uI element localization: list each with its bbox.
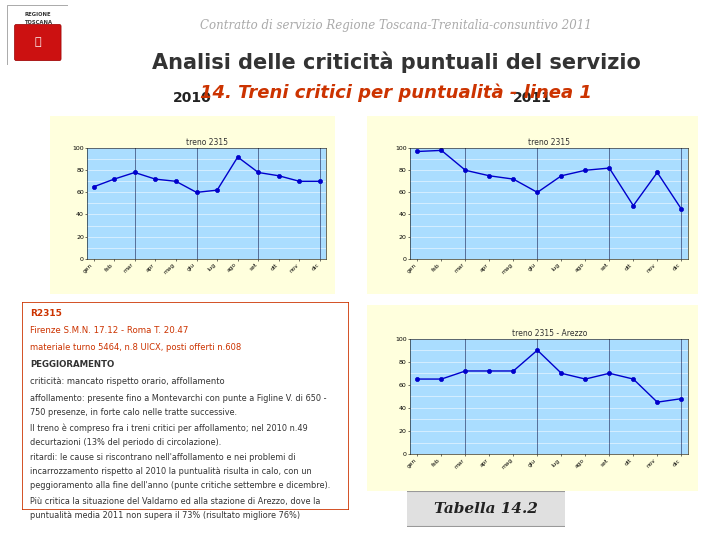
Text: Tabella 14.2: Tabella 14.2 [434,502,538,516]
Text: 2010: 2010 [174,91,212,105]
Text: Firenze S.M.N. 17.12 - Roma T. 20.47: Firenze S.M.N. 17.12 - Roma T. 20.47 [30,326,188,335]
Text: decurtazioni (13% del periodo di circolazione).: decurtazioni (13% del periodo di circola… [30,437,221,447]
Text: peggioramento alla fine dell'anno (punte critiche settembre e dicembre).: peggioramento alla fine dell'anno (punte… [30,481,330,490]
Text: affollamento: presente fino a Montevarchi con punte a Figline V. di 650 -: affollamento: presente fino a Montevarch… [30,394,326,403]
FancyBboxPatch shape [7,5,68,65]
Title: treno 2315: treno 2315 [528,138,570,147]
Text: R2315: R2315 [30,309,62,318]
Text: 14. Treni critici per puntualità - linea 1: 14. Treni critici per puntualità - linea… [200,84,592,102]
Text: puntualità media 2011 non supera il 73% (risultato migliore 76%): puntualità media 2011 non supera il 73% … [30,511,300,520]
Text: REGIONE: REGIONE [24,12,51,17]
Text: Il treno è compreso fra i treni critici per affollamento; nel 2010 n.49: Il treno è compreso fra i treni critici … [30,423,307,433]
Text: 2011: 2011 [513,91,552,105]
Text: 🐴: 🐴 [35,37,41,47]
Text: criticità: mancato rispetto orario, affollamento: criticità: mancato rispetto orario, affo… [30,377,225,386]
FancyBboxPatch shape [14,24,61,60]
Text: Contratto di servizio Regione Toscana-Trenitalia-consuntivo 2011: Contratto di servizio Regione Toscana-Tr… [200,19,592,32]
FancyBboxPatch shape [361,112,705,298]
FancyBboxPatch shape [45,112,341,298]
Text: 750 presenze, in forte calo nelle tratte successive.: 750 presenze, in forte calo nelle tratte… [30,408,237,417]
Title: treno 2315: treno 2315 [186,138,228,147]
Text: ritardi: le cause si riscontrano nell'affollamento e nei problemi di: ritardi: le cause si riscontrano nell'af… [30,453,295,462]
Text: Analisi delle criticità puntuali del servizio: Analisi delle criticità puntuali del ser… [152,51,640,73]
FancyBboxPatch shape [361,301,705,495]
Text: TOSCANA: TOSCANA [24,19,52,24]
Title: treno 2315 - Arezzo: treno 2315 - Arezzo [512,329,587,338]
FancyBboxPatch shape [22,302,349,510]
Text: PEGGIORAMENTO: PEGGIORAMENTO [30,360,114,369]
FancyBboxPatch shape [405,491,567,527]
Text: materiale turno 5464, n.8 UICX, posti offerti n.608: materiale turno 5464, n.8 UICX, posti of… [30,343,241,352]
Text: Più critica la situazione del Valdarno ed alla stazione di Arezzo, dove la: Più critica la situazione del Valdarno e… [30,497,320,506]
Text: incarrozzamento rispetto al 2010 la puntualità risulta in calo, con un: incarrozzamento rispetto al 2010 la punt… [30,467,312,476]
